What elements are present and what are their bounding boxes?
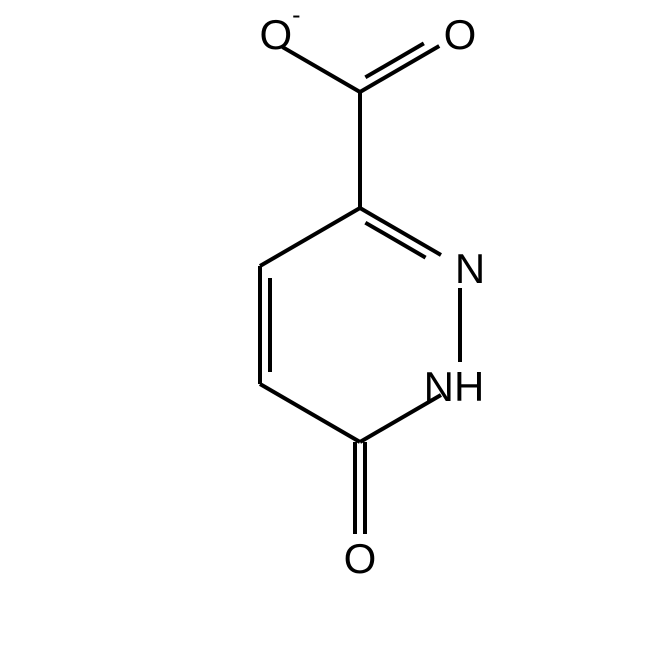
molecule-diagram: { "canvas": { "width": 650, "height": 65… [0, 0, 650, 650]
atom-label-ominus: O- [259, 1, 300, 57]
atom-label-n1: NH [424, 363, 485, 410]
atom-label-n2: N [455, 245, 485, 292]
atom-label-odbl: O [444, 11, 477, 58]
atom-label-oketo: O [344, 535, 377, 582]
molecule-svg: N NH O- O O [0, 0, 650, 650]
